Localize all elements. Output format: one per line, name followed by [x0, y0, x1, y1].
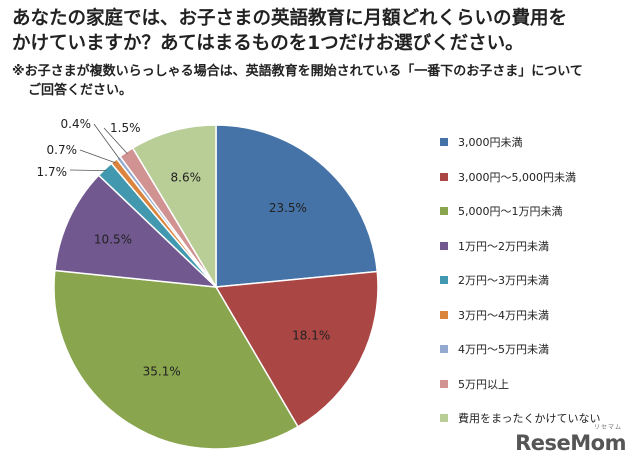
slice-value-label: 8.6% [171, 171, 202, 185]
chart-note: ※お子さまが複数いらっしゃる場合は、英語教育を開始されている「一番下のお子さま」… [12, 62, 632, 100]
legend-label: 1万円～2万円未満 [458, 239, 549, 253]
legend-item: 3,000円未満 [440, 134, 523, 150]
legend-swatch [440, 310, 448, 319]
slice-leader-line [79, 149, 116, 164]
slice-value-label: 1.7% [37, 165, 68, 179]
pie-slice [54, 174, 219, 288]
watermark-sub: リセマム [593, 424, 622, 431]
legend-swatch [440, 345, 448, 353]
watermark-brand: ReseMom [515, 431, 626, 455]
note-line-1: ※お子さまが複数いらっしゃる場合は、英語教育を開始されている「一番下のお子さま」… [12, 64, 583, 79]
note-line-2: ご回答ください。 [28, 83, 133, 98]
legend-item: 5,000円～1万円未満 [440, 203, 563, 219]
legend-item: 5万円以上 [440, 376, 509, 392]
pie-slice [215, 124, 379, 288]
legend-item: 費用をまったくかけていない [440, 410, 601, 426]
title-line-2: かけていますか？あてはまるものを1つだけお選びください。 [12, 33, 524, 54]
legend-swatch [440, 276, 448, 284]
pie-slice [214, 270, 379, 428]
legend-item: 3万円～4万円未満 [440, 307, 549, 323]
legend-swatch [440, 414, 448, 422]
slice-value-label: 1.5% [110, 121, 141, 135]
legend-item: 2万円～3万円未満 [440, 272, 549, 288]
legend-swatch [440, 207, 448, 215]
slice-leader-line [93, 123, 120, 160]
slice-value-label: 0.4% [61, 117, 92, 131]
legend-label: 5,000円～1万円未満 [458, 205, 563, 218]
slice-value-label: 18.1% [292, 329, 330, 343]
legend-item: 3,000円～5,000円未満 [440, 169, 576, 185]
resemom-watermark: リセマム ReseMom [515, 424, 626, 455]
slice-leader-line [69, 169, 107, 172]
legend-item: 4万円～5万円未満 [440, 341, 549, 357]
slice-value-label: 10.5% [94, 233, 132, 247]
slice-value-label: 35.1% [143, 364, 181, 378]
chart-title: あなたの家庭では、お子さまの英語教育に月額どれくらいの費用を かけていますか？あ… [12, 6, 632, 56]
legend-label: 4万円～5万円未満 [458, 343, 549, 356]
legend-label: 3,000円未満 [458, 136, 523, 149]
legend-swatch [440, 138, 448, 146]
slice-leader-line [103, 127, 128, 155]
pie-slice [131, 124, 217, 290]
slice-value-label: 0.7% [47, 143, 78, 157]
legend-label: 5万円以上 [458, 377, 509, 391]
title-line-1: あなたの家庭では、お子さまの英語教育に月額どれくらいの費用を [12, 8, 568, 29]
pie-slice [53, 269, 299, 450]
legend-swatch [440, 172, 448, 181]
legend-swatch [440, 379, 448, 388]
legend-label: 費用をまったくかけていない [458, 412, 601, 425]
legend-label: 3,000円～5,000円未満 [458, 170, 576, 184]
legend-item: 1万円～2万円未満 [440, 238, 549, 254]
legend-label: 2万円～3万円未満 [458, 274, 549, 287]
legend-label: 3万円～4万円未満 [458, 308, 549, 322]
slice-value-label: 23.5% [269, 201, 307, 215]
legend-swatch [440, 241, 448, 250]
